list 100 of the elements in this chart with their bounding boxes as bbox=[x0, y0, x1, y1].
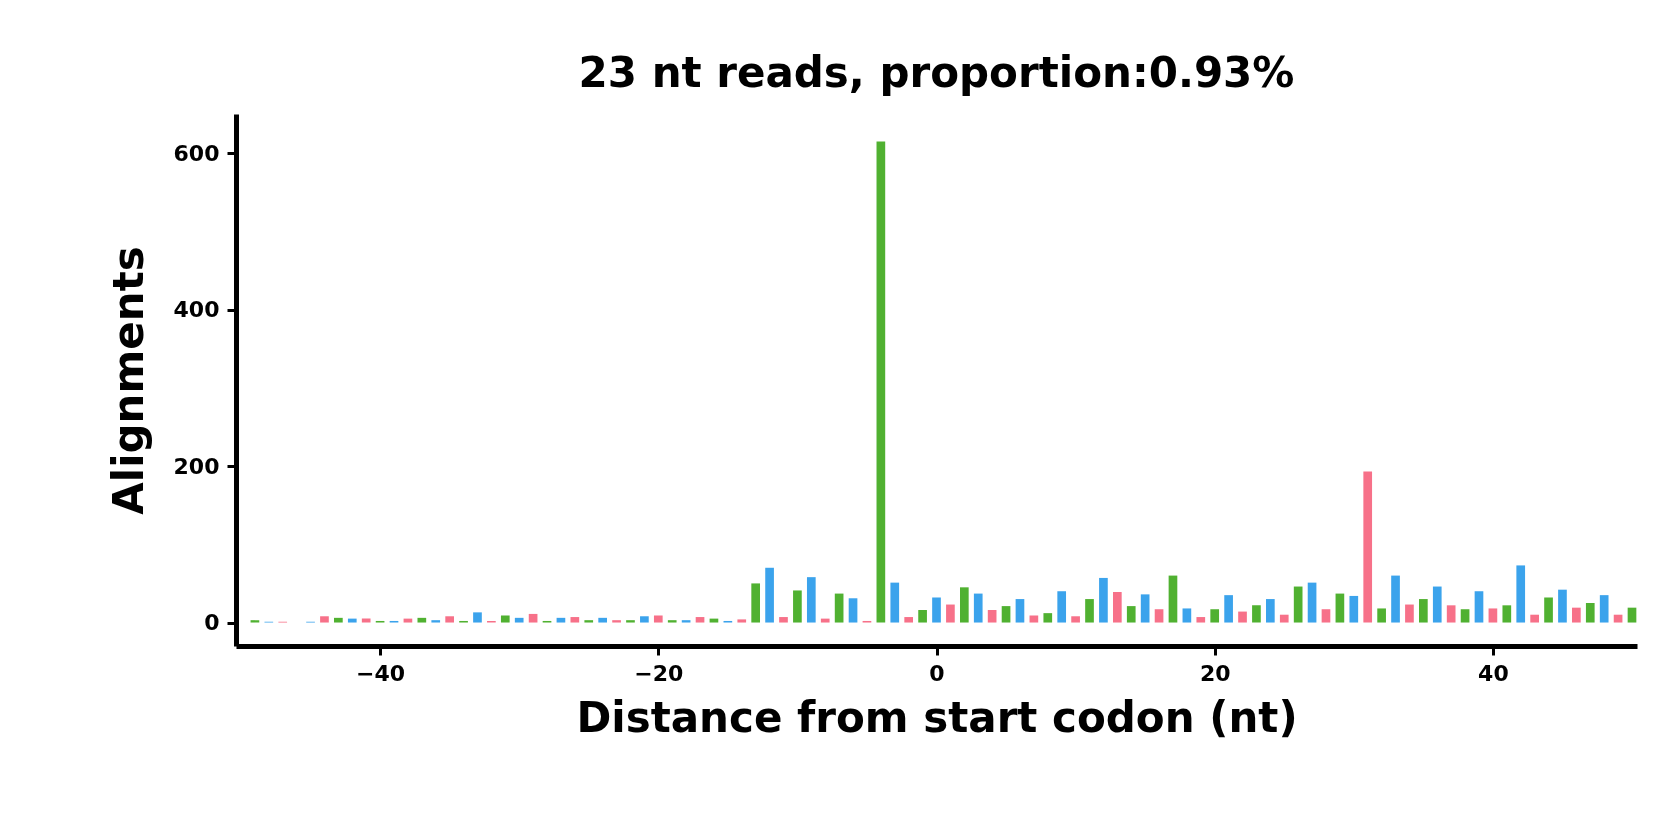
bar bbox=[834, 593, 844, 623]
bar bbox=[751, 583, 761, 623]
bar bbox=[890, 582, 900, 623]
bar bbox=[473, 612, 482, 623]
y-axis-title: Alignments bbox=[103, 246, 153, 515]
bar bbox=[514, 617, 524, 623]
bar bbox=[584, 620, 594, 623]
bar bbox=[1391, 575, 1400, 623]
bar bbox=[1585, 602, 1595, 623]
y-tick-label: 400 bbox=[173, 297, 220, 323]
bar bbox=[1099, 577, 1108, 623]
bar bbox=[1446, 605, 1456, 623]
bar bbox=[987, 610, 997, 623]
bar bbox=[709, 618, 719, 623]
bar bbox=[1460, 609, 1470, 623]
bar bbox=[500, 615, 510, 623]
bar bbox=[1266, 599, 1275, 623]
bar bbox=[1001, 606, 1011, 623]
bar bbox=[1474, 591, 1484, 623]
bar bbox=[1613, 614, 1623, 623]
bar bbox=[1140, 594, 1150, 623]
bar bbox=[431, 620, 441, 623]
bar bbox=[1168, 575, 1178, 623]
bar bbox=[1307, 582, 1317, 623]
x-tick-label: −40 bbox=[356, 660, 406, 686]
bar bbox=[1112, 592, 1122, 623]
bar bbox=[1349, 595, 1359, 623]
bar bbox=[1432, 586, 1442, 623]
bar bbox=[1377, 608, 1386, 623]
y-tick-label: 0 bbox=[204, 610, 220, 636]
bar bbox=[347, 618, 357, 623]
bar bbox=[570, 617, 580, 623]
bar bbox=[876, 141, 886, 623]
bar bbox=[1530, 614, 1539, 623]
bar bbox=[806, 577, 816, 623]
bar bbox=[1154, 609, 1164, 623]
bar bbox=[598, 617, 607, 623]
bar bbox=[320, 616, 329, 623]
bar bbox=[904, 617, 914, 623]
bar bbox=[528, 613, 538, 623]
x-tick-label: −20 bbox=[634, 660, 684, 686]
y-tick-label: 200 bbox=[173, 453, 220, 479]
bar bbox=[932, 597, 941, 623]
bar bbox=[417, 617, 427, 623]
bar bbox=[1196, 617, 1206, 623]
bar bbox=[848, 598, 858, 623]
x-tick-label: 0 bbox=[929, 660, 945, 686]
bar bbox=[361, 618, 371, 623]
bar bbox=[695, 617, 705, 623]
bar bbox=[973, 593, 983, 623]
bar bbox=[640, 616, 649, 623]
bar bbox=[556, 617, 566, 623]
bar bbox=[1029, 615, 1039, 623]
bar bbox=[793, 590, 802, 623]
bar bbox=[1516, 565, 1526, 623]
bar bbox=[1599, 595, 1609, 623]
bar bbox=[667, 620, 677, 623]
bar bbox=[1558, 589, 1567, 623]
bar bbox=[1502, 605, 1512, 623]
chart-title: 23 nt reads, proportion:0.93% bbox=[578, 48, 1295, 97]
bar bbox=[1279, 614, 1289, 623]
x-tick-label: 20 bbox=[1199, 660, 1231, 686]
bar bbox=[820, 618, 830, 623]
x-tick-label: 40 bbox=[1478, 660, 1509, 686]
bar bbox=[1335, 593, 1345, 623]
bar bbox=[1572, 607, 1581, 623]
bar bbox=[1182, 608, 1192, 623]
y-tick-label: 600 bbox=[173, 140, 220, 166]
bar bbox=[946, 604, 955, 623]
bar bbox=[1252, 605, 1261, 623]
bar bbox=[681, 620, 691, 623]
x-axis-title: Distance from start codon (nt) bbox=[576, 692, 1298, 742]
bar bbox=[334, 617, 343, 623]
bar bbox=[1126, 606, 1136, 623]
bar bbox=[445, 616, 454, 623]
bar bbox=[1544, 597, 1553, 623]
bar bbox=[1363, 471, 1373, 623]
bar bbox=[612, 620, 621, 623]
bar bbox=[1085, 599, 1094, 623]
bar bbox=[1293, 586, 1303, 623]
bar bbox=[626, 620, 635, 623]
bar bbox=[918, 610, 927, 623]
bar bbox=[653, 615, 663, 623]
bar bbox=[1015, 599, 1025, 623]
bar bbox=[1210, 609, 1220, 623]
bar bbox=[1071, 616, 1080, 623]
bar bbox=[1405, 604, 1414, 623]
bar bbox=[1224, 595, 1233, 623]
bar bbox=[737, 619, 747, 623]
bar bbox=[1238, 611, 1247, 623]
bar bbox=[1488, 608, 1498, 623]
bar bbox=[1419, 599, 1428, 623]
bar bbox=[779, 617, 788, 623]
bar bbox=[765, 567, 774, 623]
bar bbox=[1043, 613, 1053, 623]
bar bbox=[250, 620, 260, 623]
bar bbox=[959, 587, 969, 623]
bar bbox=[1057, 591, 1067, 623]
bar bbox=[403, 618, 413, 623]
bar bbox=[1321, 609, 1331, 623]
